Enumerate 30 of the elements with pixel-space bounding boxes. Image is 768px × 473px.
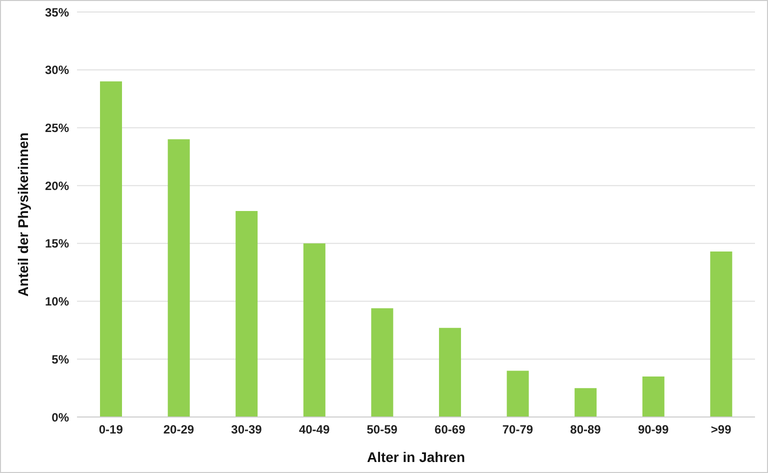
x-tick-label: >99 <box>710 422 732 437</box>
bar <box>439 328 461 417</box>
bar <box>506 370 529 417</box>
x-tick-label: 40-49 <box>298 422 330 437</box>
y-tick-label: 5% <box>52 352 70 366</box>
bar <box>642 376 664 417</box>
y-tick-label: 20% <box>44 178 70 193</box>
y-tick-label: 15% <box>44 236 70 251</box>
bar <box>710 252 732 417</box>
bar <box>100 81 122 417</box>
x-tick-label: 50-59 <box>366 422 398 437</box>
y-tick-label: 35% <box>44 5 70 20</box>
x-tick-label: 80-89 <box>570 422 602 437</box>
y-tick-label: 30% <box>44 63 70 78</box>
bar <box>168 139 190 417</box>
y-axis-title: Anteil der Physikerinnen <box>14 132 31 297</box>
bar <box>574 388 597 417</box>
y-tick-label: 10% <box>44 294 70 309</box>
y-tick-label: 25% <box>44 120 70 135</box>
x-axis-title: Alter in Jahren <box>366 449 466 465</box>
x-tick-label: 90-99 <box>638 422 669 437</box>
x-tick-label: 20-29 <box>163 422 194 437</box>
bar <box>371 308 394 417</box>
x-tick-label: 60-69 <box>434 422 466 437</box>
y-tick-label: 0% <box>52 410 70 424</box>
bar <box>303 243 326 417</box>
x-tick-label: 30-39 <box>231 422 262 437</box>
x-tick-label: 70-79 <box>502 422 534 437</box>
x-tick-label: 0-19 <box>98 422 124 437</box>
bar <box>236 211 258 417</box>
